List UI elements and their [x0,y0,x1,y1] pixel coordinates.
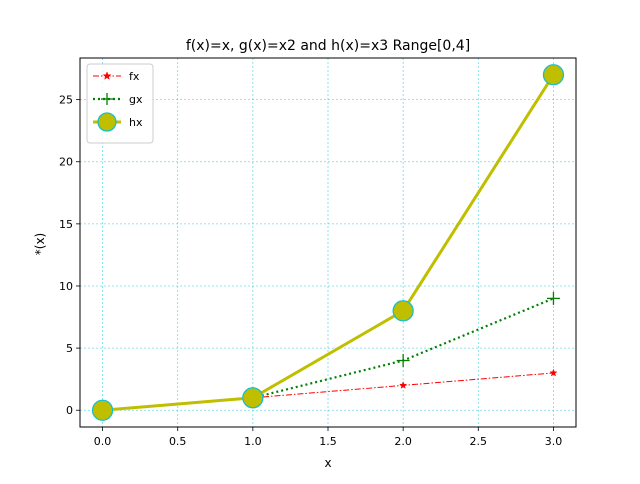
data-point-hx [542,64,565,86]
plot-lines [91,64,565,421]
data-point-gx [396,354,410,368]
y-tick-label: 5 [66,342,73,355]
y-tick-label: 25 [59,94,73,107]
x-tick-label: 2.5 [470,435,488,448]
data-point-hx [242,387,264,409]
x-tick-label: 1.5 [319,435,337,448]
data-point-hx [392,300,414,322]
legend: fx gx hx [86,63,154,144]
data-point-fx [549,368,558,377]
y-tick-label: 15 [59,218,73,231]
x-tick-label: 3.0 [545,435,563,448]
chart-title: f(x)=x, g(x)=x2 and h(x)=x3 Range[0,4] [186,38,470,54]
data-point-hx [91,399,114,421]
x-tick-label: 0.5 [169,435,187,448]
x-axis-label: x [324,456,331,470]
x-tick-label: 2.0 [394,435,412,448]
x-tick-label: 0.0 [94,435,112,448]
x-axis-ticks: 0.0 0.5 1.0 1.5 2.0 2.5 3.0 [94,427,562,448]
series-line-hx [102,73,555,412]
y-tick-label: 20 [59,156,73,169]
data-point-gx [546,291,560,305]
y-tick-label: 0 [66,404,73,417]
x-tick-label: 1.0 [244,435,262,448]
data-point-hx [97,112,117,132]
data-point-fx [102,71,112,80]
grid [80,58,576,427]
y-axis-label: *(x) [33,233,47,255]
y-tick-label: 10 [59,280,73,293]
data-point-fx [399,381,408,389]
series-line-fx [102,372,554,411]
data-point-gx [101,93,113,105]
legend-label-gx: gx [129,93,143,106]
y-axis-ticks: 0 5 10 15 20 25 [59,94,80,417]
legend-label-hx: hx [129,116,143,129]
legend-label-fx: fx [129,70,140,83]
